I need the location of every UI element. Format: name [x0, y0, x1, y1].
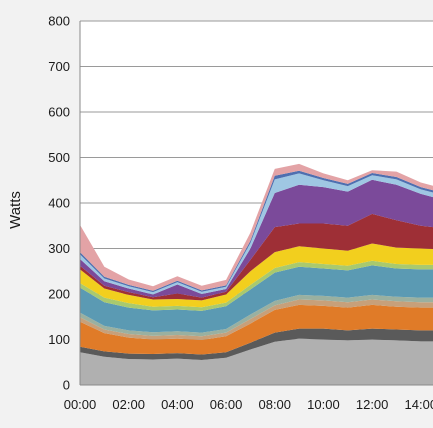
y-tick-label: 700: [48, 59, 70, 74]
x-tick-label: 08:00: [258, 397, 291, 412]
x-tick-label: 04:00: [161, 397, 194, 412]
x-tick-label: 14:00: [405, 397, 433, 412]
stacked-areas: [80, 163, 433, 385]
y-tick-labels: 0 100 200 300 400 500 600 700 800: [48, 14, 70, 393]
area-series-10: [80, 179, 433, 298]
area-series-7: [80, 260, 433, 311]
area-series-8: [80, 243, 433, 308]
area-series-13: [80, 163, 433, 291]
x-tick-label: 00:00: [64, 397, 97, 412]
area-series-2: [80, 328, 433, 360]
x-tick-label: 02:00: [112, 397, 145, 412]
y-tick-label: 300: [48, 241, 70, 256]
area-series-9: [80, 213, 433, 301]
y-tick-label: 800: [48, 14, 70, 29]
area-series-3: [80, 304, 433, 355]
y-tick-label: 500: [48, 150, 70, 165]
x-tick-labels: 00:00 02:00 04:00 06:00 08:00 10:00 12:00 14:00: [64, 397, 433, 412]
x-tick-label: 10:00: [307, 397, 340, 412]
x-tick-label: 12:00: [356, 397, 389, 412]
y-tick-label: 200: [48, 287, 70, 302]
area-series-4: [80, 299, 433, 340]
y-tick-label: 0: [63, 378, 70, 393]
y-tick-label: 600: [48, 105, 70, 120]
y-axis-title: Watts: [7, 191, 24, 229]
area-series-5: [80, 294, 433, 337]
area-series-11: [80, 173, 433, 295]
x-tick-label: 06:00: [210, 397, 243, 412]
area-series-6: [80, 265, 433, 333]
area-series-1: [80, 338, 433, 385]
y-tick-label: 100: [48, 332, 70, 347]
y-tick-label: 400: [48, 196, 70, 211]
